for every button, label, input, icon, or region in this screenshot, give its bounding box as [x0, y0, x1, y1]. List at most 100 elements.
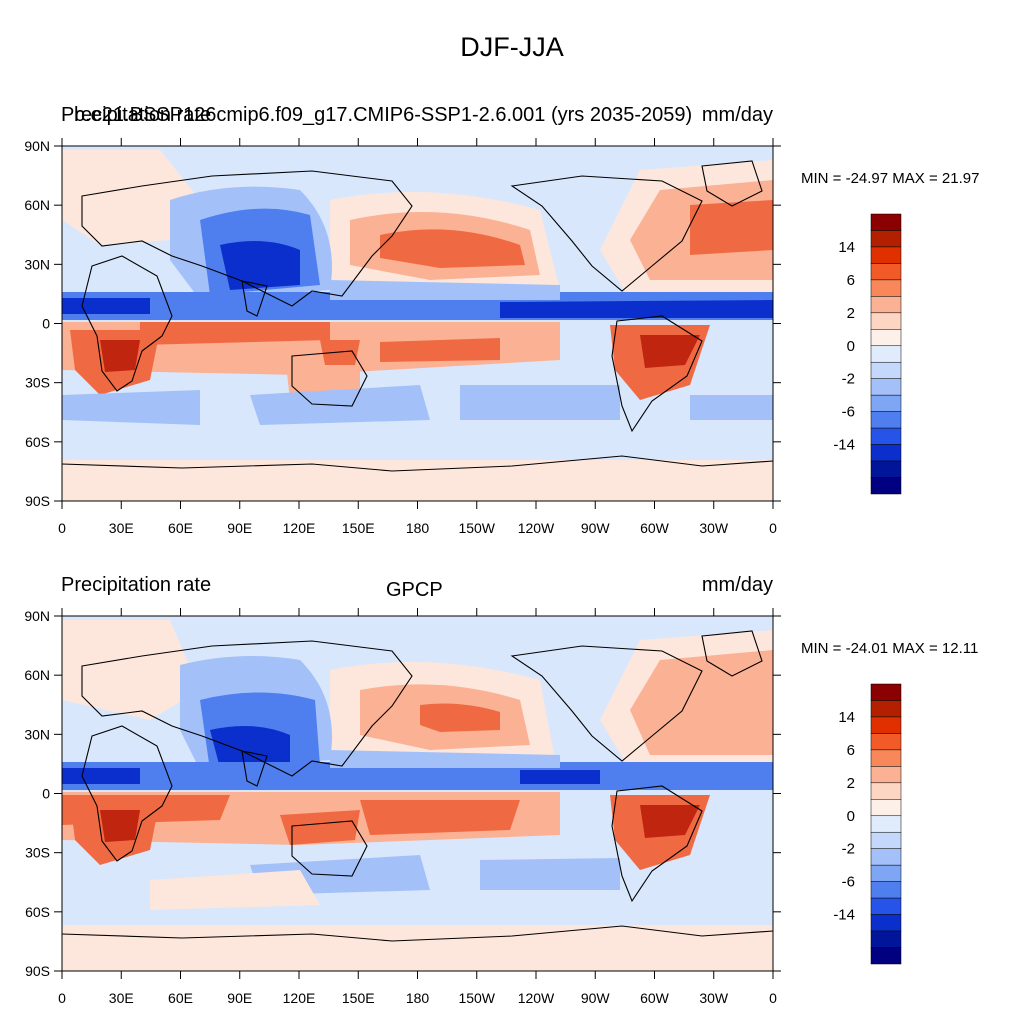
lon-label: 120E	[283, 990, 316, 1006]
colorbar-label: -2	[842, 371, 855, 388]
panel1-units: mm/day	[701, 104, 773, 126]
colorbar-label: 6	[847, 272, 855, 289]
coastline-path	[241, 750, 268, 787]
lon-label: 90W	[581, 520, 611, 536]
colorbar-label: -6	[842, 874, 855, 891]
colorbar-swatch	[870, 766, 902, 784]
lon-label: 90E	[227, 520, 252, 536]
colorbar-swatch	[870, 279, 902, 297]
panel2-coastlines	[62, 630, 773, 942]
lat-label: 60S	[25, 434, 50, 450]
lon-label: 0	[769, 520, 777, 536]
lon-label: 0	[58, 990, 66, 1006]
lat-label: 30N	[24, 256, 50, 272]
panel2-axis-ticks: 90N 60N 30N 0 30S 60S 90S 0 30E 60E 90E 120E 150E 180…	[24, 608, 781, 1006]
colorbar-swatch	[870, 782, 902, 800]
lat-label: 0	[42, 316, 50, 332]
lat-label: 30S	[25, 375, 50, 391]
panel2-map: 90N 60N 30N 0 30S 60S 90S 0 30E 60E 90E 120E 150E 180…	[24, 608, 781, 1006]
colorbar-swatch	[870, 361, 902, 379]
coastline-path	[81, 170, 413, 307]
panel2-min-max: MIN = -24.01 MAX = 12.11	[801, 640, 979, 657]
lat-label: 60N	[24, 667, 50, 683]
panel2-left-title: Precipitation rate	[61, 574, 212, 596]
panel1-min-max: MIN = -24.97 MAX = 21.97	[801, 170, 980, 187]
colorbar-swatch	[870, 296, 902, 314]
panel1-contours	[62, 146, 773, 501]
colorbar-swatch	[870, 263, 902, 281]
colorbar-swatch	[870, 329, 902, 347]
colorbar-swatch	[870, 716, 902, 734]
coastline-path	[81, 255, 173, 392]
lon-label: 60W	[640, 990, 670, 1006]
coastline-path	[701, 630, 763, 677]
colorbar-label: 0	[847, 808, 855, 825]
colorbar-label: 14	[838, 239, 855, 256]
lat-label: 90S	[25, 493, 50, 509]
colorbar-swatch	[870, 815, 902, 833]
coastline-path	[510, 645, 703, 762]
coastline-path	[291, 820, 368, 877]
coastline-path	[510, 175, 703, 292]
colorbar-swatch	[870, 733, 902, 751]
lon-label: 30W	[699, 990, 729, 1006]
panel1-coastlines	[62, 160, 773, 472]
lon-label: 120W	[518, 520, 555, 536]
lon-label: 150E	[342, 520, 375, 536]
lon-label: 180	[406, 990, 430, 1006]
coastline-path	[701, 160, 763, 207]
colorbar-swatch	[870, 345, 902, 363]
colorbar-swatch	[870, 831, 902, 849]
panel1-axis-ticks: 90N 60N 30N 0 30S 60S 90S 0 30E 60E 90E 120E 150E 180…	[24, 138, 781, 536]
lon-label: 60W	[640, 520, 670, 536]
colorbar-swatch	[870, 477, 902, 495]
lat-label: 60N	[24, 197, 50, 213]
colorbar-label: 6	[847, 742, 855, 759]
colorbar-swatch	[870, 460, 902, 478]
colorbar-swatch	[870, 848, 902, 866]
coastline-path	[291, 350, 368, 407]
colorbar-label: -2	[842, 841, 855, 858]
lon-label: 30E	[109, 520, 134, 536]
lat-label: 30S	[25, 845, 50, 861]
lon-label: 180	[406, 520, 430, 536]
colorbar-swatch	[870, 683, 902, 701]
coastline-path	[62, 455, 773, 472]
colorbar-swatch	[870, 213, 902, 231]
lon-label: 60E	[168, 990, 193, 1006]
colorbar-label: -14	[833, 907, 855, 924]
panel1-map: 90N 60N 30N 0 30S 60S 90S 0 30E 60E 90E 120E 150E 180…	[24, 138, 781, 536]
colorbar-swatch	[870, 799, 902, 817]
lon-label: 90W	[581, 990, 611, 1006]
colorbar-label: 0	[847, 338, 855, 355]
coastline-path	[611, 785, 703, 903]
colorbar-swatch	[870, 947, 902, 965]
colorbar-label: -14	[833, 437, 855, 454]
colorbar-label: 14	[838, 709, 855, 726]
coastline-path	[81, 725, 173, 862]
panel1-colorbar: 14 6 2 0 -2 -6 -14	[833, 213, 902, 495]
coastline-path	[241, 280, 268, 317]
colorbar-swatch	[870, 864, 902, 882]
lat-label: 90N	[24, 138, 50, 154]
panel2-units: mm/day	[701, 574, 773, 596]
colorbar-swatch	[870, 394, 902, 412]
panel1-left-title-a: Precipitation rate	[61, 104, 212, 126]
colorbar-label: 2	[847, 775, 855, 792]
colorbar-swatch	[870, 700, 902, 718]
lon-label: 120E	[283, 520, 316, 536]
lon-label: 90E	[227, 990, 252, 1006]
colorbar-swatch	[870, 312, 902, 330]
lon-label: 0	[769, 990, 777, 1006]
colorbar-swatch	[870, 749, 902, 767]
colorbar-swatch	[870, 378, 902, 396]
panel2-center-title: GPCP	[386, 579, 443, 601]
lon-label: 60E	[168, 520, 193, 536]
coastline-path	[81, 640, 413, 777]
colorbar-swatch	[870, 230, 902, 248]
colorbar-swatch	[870, 897, 902, 915]
lat-label: 90S	[25, 963, 50, 979]
lon-label: 30W	[699, 520, 729, 536]
colorbar-label: -6	[842, 404, 855, 421]
